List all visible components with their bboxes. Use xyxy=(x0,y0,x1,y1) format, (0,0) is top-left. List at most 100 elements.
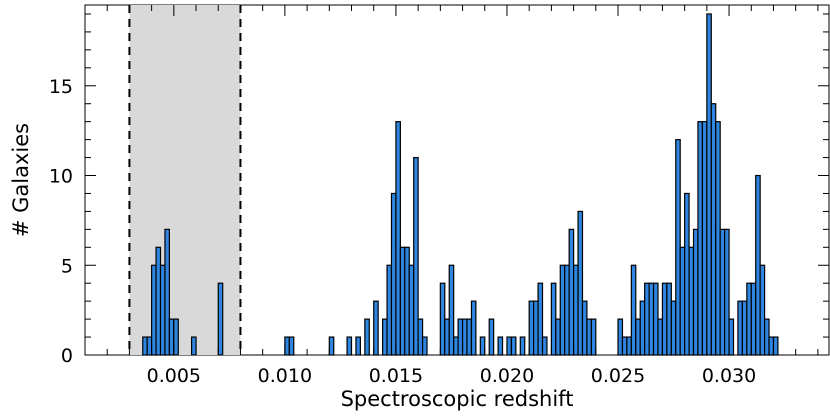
histogram-bar xyxy=(386,264,393,356)
histogram-bar xyxy=(479,336,486,356)
histogram-bar xyxy=(461,318,468,356)
histogram-bar xyxy=(670,300,677,356)
histogram-bar xyxy=(701,121,708,356)
histogram-bar xyxy=(679,246,686,356)
y-tick-label: 0 xyxy=(61,345,73,367)
histogram-bar xyxy=(581,300,588,356)
histogram-bar xyxy=(666,282,672,356)
histogram-bar xyxy=(346,336,353,356)
histogram-bar xyxy=(537,282,544,356)
histogram-bar xyxy=(710,103,717,356)
histogram-bar xyxy=(626,336,632,356)
histogram-bar xyxy=(328,336,335,356)
histogram-bar xyxy=(417,318,424,356)
histogram-bar xyxy=(697,121,704,356)
histogram-bar xyxy=(155,246,162,356)
x-tick-labels: 0.005 0.010 0.015 0.020 0.025 0.030 xyxy=(147,365,757,387)
histogram-bar xyxy=(146,336,153,356)
histogram-bar xyxy=(550,282,557,356)
histogram-bar xyxy=(755,174,761,356)
histogram-bar xyxy=(510,336,517,356)
y-tick-labels: 0 5 10 15 xyxy=(49,76,73,367)
histogram-bar xyxy=(617,318,624,356)
histogram-bar xyxy=(519,336,526,356)
histogram-bar xyxy=(288,336,295,356)
x-tick-label: 0.030 xyxy=(702,365,756,387)
histogram-bar xyxy=(159,264,166,356)
histogram-bar xyxy=(719,228,726,356)
histogram-bar xyxy=(413,156,419,356)
histogram-bar xyxy=(408,264,415,356)
histogram-bar xyxy=(661,282,668,356)
histogram-bar xyxy=(572,264,579,356)
histogram-bar xyxy=(470,300,477,356)
histogram-bar xyxy=(741,300,748,356)
histogram-bar xyxy=(577,210,584,356)
histogram-bar xyxy=(706,13,712,356)
histogram-bar xyxy=(630,264,637,356)
histogram-bar xyxy=(528,300,535,356)
histogram-bar xyxy=(684,192,690,356)
x-tick-label: 0.015 xyxy=(369,365,423,387)
histogram-bar xyxy=(688,246,695,356)
x-tick-label: 0.025 xyxy=(591,365,645,387)
histogram-bar xyxy=(692,228,699,356)
y-tick-label: 10 xyxy=(49,166,73,188)
histogram-bars xyxy=(142,13,779,356)
histogram-bar xyxy=(284,336,290,356)
histogram-bar xyxy=(763,318,770,356)
histogram-bar xyxy=(555,318,561,356)
histogram-bar xyxy=(448,264,455,356)
histogram-bar xyxy=(168,318,175,356)
histogram-bar xyxy=(746,282,752,356)
histogram-bar xyxy=(390,192,397,356)
histogram-bar xyxy=(772,336,779,356)
histogram-bar xyxy=(652,282,659,356)
histogram-bar xyxy=(586,318,592,356)
histogram-bar xyxy=(382,318,388,356)
histogram-bar xyxy=(648,282,655,356)
histogram-bar xyxy=(373,300,379,356)
histogram-bar xyxy=(457,318,464,356)
histogram-bar xyxy=(173,318,179,356)
histogram-bar xyxy=(675,139,681,356)
y-tick-label: 5 xyxy=(61,255,73,277)
histogram-bar xyxy=(488,318,495,356)
histogram-bar xyxy=(750,282,757,356)
histogram-bar xyxy=(506,336,513,356)
histogram-bar xyxy=(644,282,650,356)
y-axis-label: # Galaxies xyxy=(9,123,33,237)
histogram-bar xyxy=(421,336,428,356)
histogram-bar xyxy=(497,336,504,356)
histogram-bar xyxy=(728,318,735,356)
histogram-bar xyxy=(191,336,197,356)
x-tick-label: 0.020 xyxy=(480,365,534,387)
histogram-bar xyxy=(621,336,628,356)
histogram-bar xyxy=(635,318,641,356)
histogram-bar xyxy=(533,300,539,356)
shaded-region xyxy=(129,5,241,355)
x-tick-label: 0.010 xyxy=(258,365,312,387)
histogram-bar xyxy=(355,336,361,356)
histogram-bar xyxy=(399,246,406,356)
histogram-bar xyxy=(737,300,743,356)
histogram-bar xyxy=(151,264,157,356)
histogram-bar xyxy=(768,336,775,356)
histogram-bar xyxy=(724,228,730,356)
histogram-bar xyxy=(559,264,566,356)
histogram-bar xyxy=(568,228,575,356)
histogram-bar xyxy=(639,300,646,356)
histogram-bar xyxy=(142,336,148,356)
histogram-bar xyxy=(715,121,721,356)
histogram-bar xyxy=(444,318,450,356)
histogram-bar xyxy=(364,318,370,356)
histogram-bar xyxy=(453,336,459,356)
histogram-bar xyxy=(217,282,224,356)
histogram-bar xyxy=(564,264,570,356)
histogram-bar xyxy=(395,121,401,356)
axis-ticks xyxy=(85,5,829,356)
histogram-bar xyxy=(404,246,410,356)
histogram-bar xyxy=(657,318,664,356)
histogram-bar xyxy=(439,282,446,356)
